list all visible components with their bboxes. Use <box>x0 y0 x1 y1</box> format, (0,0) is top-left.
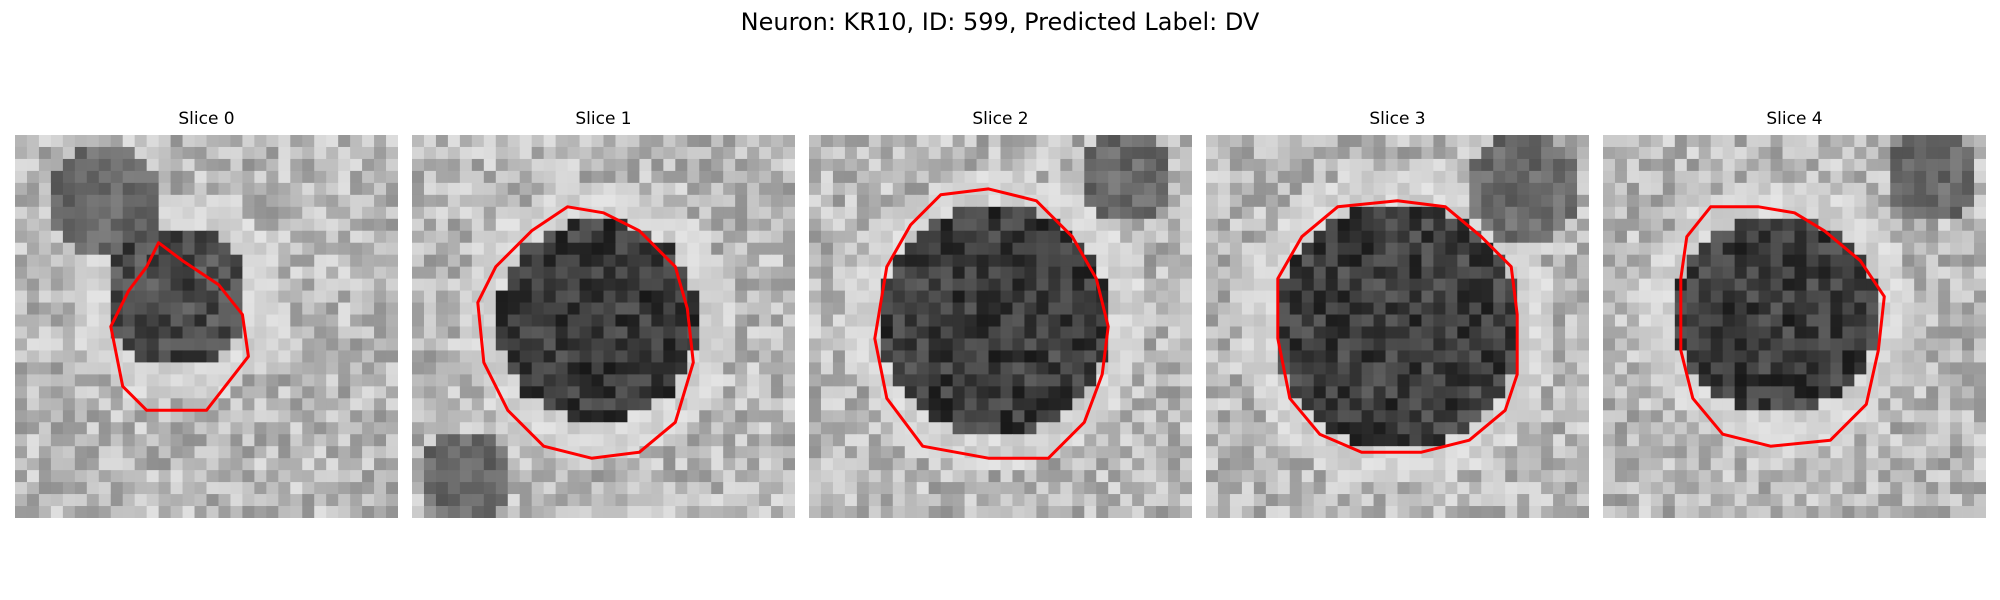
slice-panel-2: Slice 2 <box>809 108 1192 518</box>
figure-title: Neuron: KR10, ID: 599, Predicted Label: … <box>740 8 1260 36</box>
slice-title-3: Slice 3 <box>1369 109 1426 129</box>
roi-contour-3 <box>1276 199 1519 454</box>
slice-image-0 <box>15 135 398 518</box>
roi-contour-2 <box>873 187 1110 460</box>
roi-contour-1 <box>476 205 695 460</box>
slice-title-0: Slice 0 <box>178 109 235 129</box>
roi-contour-4 <box>1679 205 1886 448</box>
slice-image-4 <box>1603 135 1986 518</box>
slice-title-2: Slice 2 <box>972 109 1029 129</box>
slice-title-4: Slice 4 <box>1766 109 1823 129</box>
slice-panel-3: Slice 3 <box>1206 108 1589 518</box>
slice-image-1 <box>412 135 795 518</box>
slice-image-3 <box>1206 135 1589 518</box>
roi-contour-0 <box>109 241 250 412</box>
slice-title-1: Slice 1 <box>575 109 632 129</box>
slice-panel-0: Slice 0 <box>15 108 398 518</box>
slice-image-2 <box>809 135 1192 518</box>
slice-panel-1: Slice 1 <box>412 108 795 518</box>
slice-panel-4: Slice 4 <box>1603 108 1986 518</box>
